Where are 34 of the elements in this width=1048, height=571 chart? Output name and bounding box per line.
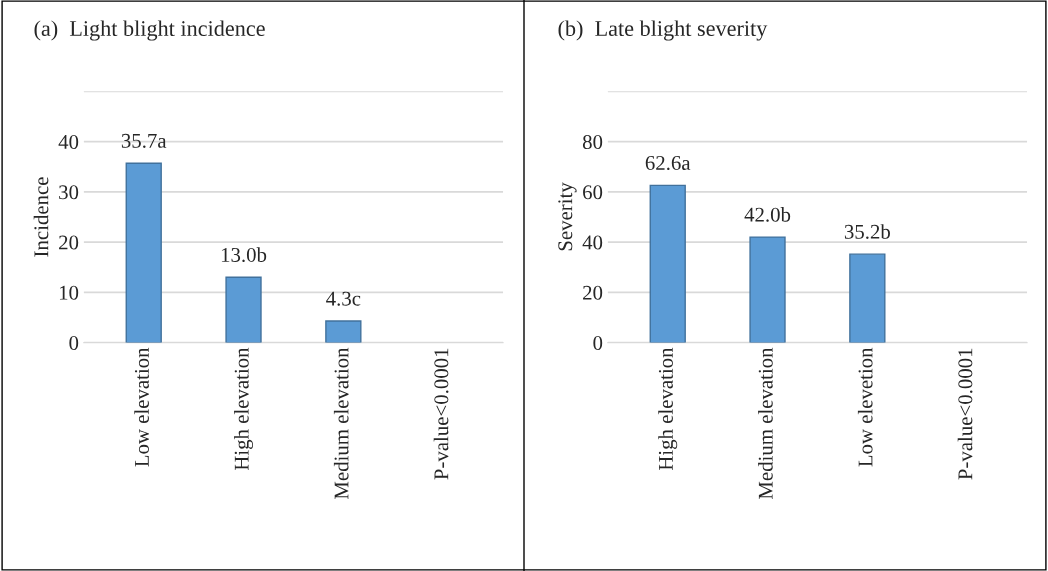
y-axis-title: Incidence xyxy=(33,177,49,257)
bar xyxy=(849,253,886,343)
bar xyxy=(225,276,262,343)
data-label: 35.2b xyxy=(844,224,890,239)
y-tick-label: 40 xyxy=(58,134,79,150)
bar xyxy=(749,236,786,343)
x-tick-label: Low elevetion xyxy=(857,347,873,467)
bar xyxy=(325,320,362,343)
x-tick-label: Medium elevation xyxy=(758,347,773,500)
data-label: 42.0b xyxy=(744,207,791,222)
y-tick-label: 40 xyxy=(582,235,603,250)
y-axis-title: Severity xyxy=(558,182,577,251)
data-label: 4.3c xyxy=(326,291,361,306)
x-tick-label: High elevation xyxy=(234,347,254,471)
y-tick-label: 80 xyxy=(582,134,603,150)
y-tick-label: 20 xyxy=(583,285,603,300)
data-label: 62.6a xyxy=(645,155,691,171)
x-tick-label: P-value<0.0001 xyxy=(957,348,973,480)
y-tick-label: 20 xyxy=(59,235,79,250)
chart-title: (a) Light blight incidence xyxy=(34,20,265,41)
x-tick-label: Low elevation xyxy=(134,347,149,467)
y-tick-label: 30 xyxy=(59,185,79,200)
data-label: 13.0b xyxy=(221,247,267,263)
y-tick-label: 10 xyxy=(59,285,79,300)
data-label: 35.7a xyxy=(121,133,167,148)
chart-title: (b) Late blight severity xyxy=(558,20,768,41)
y-tick-label: 0 xyxy=(593,335,603,351)
bar xyxy=(649,184,686,343)
x-tick-label: High elevation xyxy=(658,347,678,471)
y-tick-label: 0 xyxy=(69,335,79,351)
bar xyxy=(125,162,162,343)
x-tick-label: P-value<0.0001 xyxy=(433,348,449,480)
x-tick-label: Medium elevation xyxy=(333,347,349,500)
y-tick-label: 60 xyxy=(583,185,603,200)
